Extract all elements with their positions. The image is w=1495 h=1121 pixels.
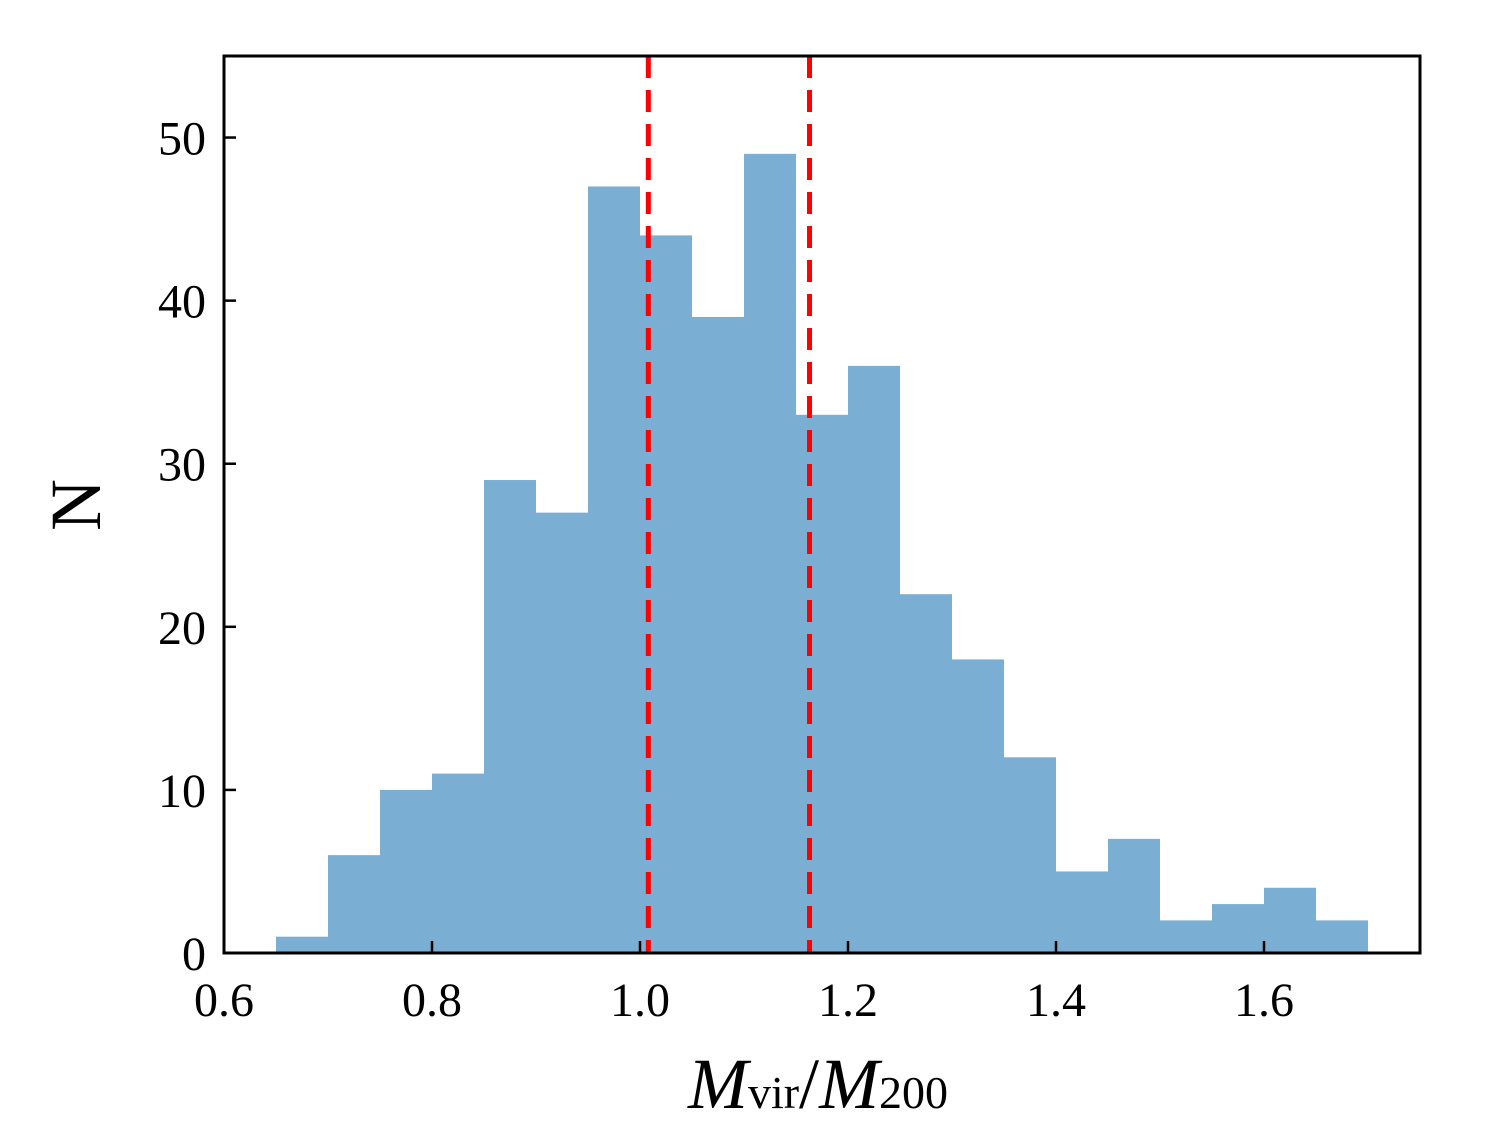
y-axis-label: N <box>36 479 116 531</box>
x-axis-label-main: M <box>687 1044 752 1121</box>
histogram-bar <box>1212 904 1264 953</box>
y-tick-label: 40 <box>158 276 206 329</box>
histogram-bar <box>484 480 536 953</box>
histogram-bar <box>640 235 692 953</box>
histogram-bar <box>692 316 744 954</box>
plot-frame <box>222 54 1422 955</box>
y-tick-label: 20 <box>158 602 206 655</box>
histogram-bar <box>1108 838 1160 953</box>
x-axis-label-main2: M <box>818 1044 883 1121</box>
histogram-bar <box>1004 757 1056 953</box>
histogram-bar <box>744 153 796 953</box>
x-axis-ticks: 0.6 0.8 1.0 1.2 1.4 1.6 <box>194 941 1294 1027</box>
histogram-bars <box>276 153 1368 954</box>
y-tick-label: 0 <box>182 928 206 981</box>
y-tick-label: 30 <box>158 439 206 492</box>
histogram-bar <box>536 512 588 953</box>
x-tick-label: 1.4 <box>1026 974 1086 1027</box>
histogram-bar <box>1316 920 1368 953</box>
x-tick-label: 1.2 <box>818 974 878 1027</box>
x-axis-label-sub1: vir <box>748 1067 799 1118</box>
x-axis-label: Mvir/M200 <box>687 1044 948 1121</box>
histogram-bar <box>432 773 484 953</box>
x-tick-label: 0.8 <box>402 974 462 1027</box>
histogram-bar <box>848 365 900 953</box>
y-tick-label: 10 <box>158 765 206 818</box>
histogram-bar <box>1160 920 1212 953</box>
x-axis-label-sub2: 200 <box>879 1067 948 1118</box>
x-tick-label: 0.6 <box>194 974 254 1027</box>
x-axis-label-sep: / <box>799 1044 819 1121</box>
histogram-bar <box>588 186 640 954</box>
histogram-bar <box>796 414 848 953</box>
histogram-bar <box>900 594 952 953</box>
reference-lines <box>645 56 813 953</box>
x-tick-label: 1.6 <box>1234 974 1294 1027</box>
histogram-bar <box>1264 887 1316 953</box>
x-tick-label: 1.0 <box>610 974 670 1027</box>
y-tick-label: 50 <box>158 113 206 166</box>
histogram-bar <box>276 936 328 953</box>
histogram-bar <box>1056 871 1108 953</box>
histogram-bar <box>380 789 432 953</box>
y-axis-ticks: 0 10 20 30 40 50 <box>158 113 236 981</box>
histogram-bar <box>952 659 1004 953</box>
histogram-bar <box>328 855 380 953</box>
